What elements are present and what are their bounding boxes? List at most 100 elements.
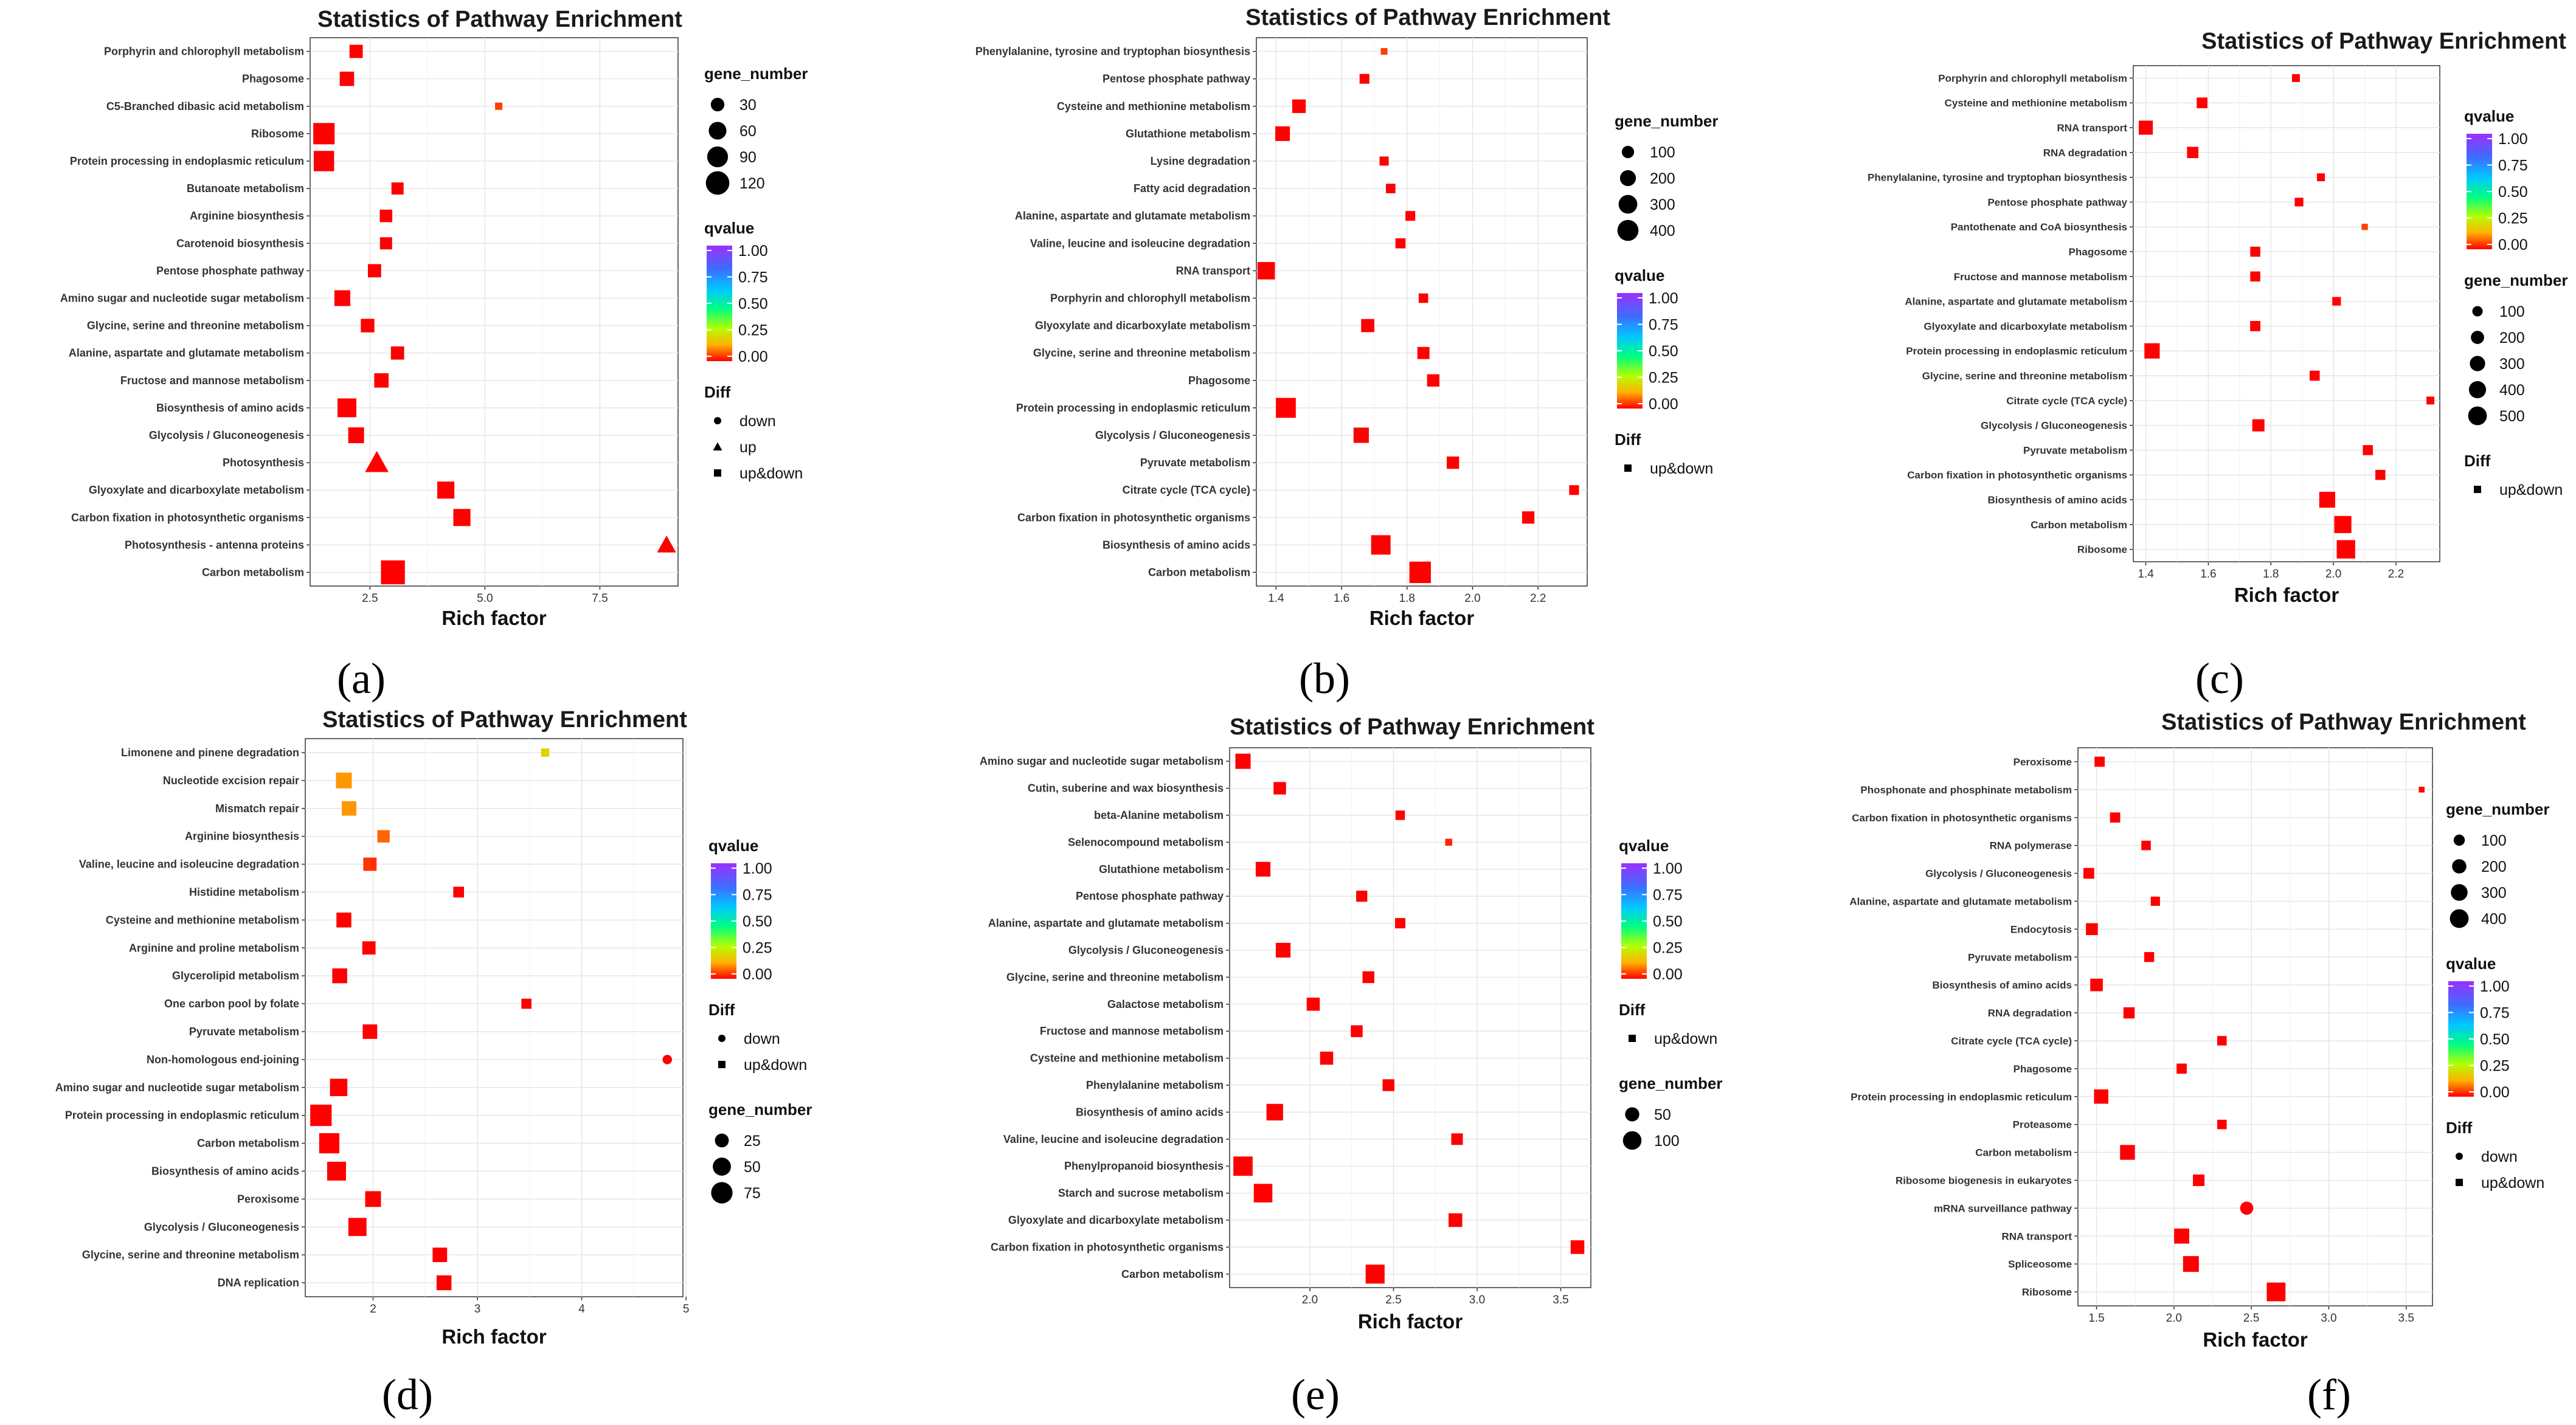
y-tick-label: Arginine and proline metabolism (129, 942, 299, 954)
data-point (2120, 1145, 2135, 1160)
legend-diff-label: down (2481, 1148, 2518, 1165)
data-point (1395, 918, 1405, 929)
x-tick-label: 3.0 (1469, 1294, 1485, 1306)
colorbar-label: 1.00 (1653, 860, 1683, 877)
data-point (1365, 1265, 1385, 1284)
data-point (362, 941, 376, 955)
data-point (334, 290, 350, 306)
y-tick-label: Glycine, serine and threonine metabolism (82, 1249, 299, 1261)
legend-size-label: 200 (1650, 170, 1675, 187)
data-point (1418, 293, 1428, 303)
y-tick-label: Carbon metabolism (202, 566, 304, 578)
legend-size-label: 75 (744, 1185, 761, 1202)
colorbar-label: 0.50 (2498, 184, 2528, 201)
data-point (367, 264, 381, 278)
legend-diff-label: down (744, 1030, 780, 1047)
y-tick-label: Phenylalanine metabolism (1086, 1079, 1224, 1091)
data-point (2252, 419, 2265, 432)
data-point (2123, 1007, 2135, 1019)
legend-size-label: 300 (2481, 885, 2507, 902)
data-point (2183, 1256, 2199, 1272)
y-tick-label: Glycine, serine and threonine metabolism (1922, 370, 2127, 382)
data-point (390, 346, 404, 360)
colorbar-label: 0.50 (2480, 1031, 2510, 1048)
y-tick-label: Glycolysis / Gluconeogenesis (1925, 868, 2072, 880)
y-tick-label: Phosphonate and phosphinate metabolism (1860, 784, 2072, 796)
colorbar-label: 1.00 (743, 860, 772, 877)
y-tick-label: Protein processing in endoplasmic reticu… (65, 1109, 299, 1122)
y-tick-label: Non-homologous end-joining (147, 1054, 299, 1066)
y-tick-label: Alanine, aspartate and glutamate metabol… (1015, 210, 1250, 222)
legend-diff-label: up&down (744, 1057, 807, 1074)
legend-diff-title: Diff (704, 383, 731, 401)
legend-diff-marker (713, 442, 722, 450)
data-point (2144, 952, 2155, 962)
x-tick-label: 2 (370, 1303, 376, 1316)
data-point (379, 237, 392, 250)
y-tick-label: Carbon metabolism (2031, 519, 2127, 531)
data-point (495, 102, 503, 110)
plot-area (1229, 747, 1591, 1288)
data-point (349, 44, 363, 58)
data-point (332, 968, 347, 984)
chart-panel-3: 1.4 1.6 1.8 2.0 2.2 Porphyrin and chlorophyll… (1868, 29, 2567, 703)
colorbar-label: 0.75 (738, 269, 768, 286)
data-point (1275, 942, 1291, 958)
plot-area (305, 738, 684, 1297)
legend-diff-title: Diff (1615, 430, 1641, 449)
y-tick-label: Pentose phosphate pathway (156, 264, 304, 277)
y-tick-label: Starch and sucrose metabolism (1058, 1187, 1224, 1199)
data-point (1570, 1240, 1585, 1254)
legend-size-label: 25 (744, 1133, 761, 1150)
colorbar-label: 0.75 (2498, 157, 2528, 174)
y-tick-label: Peroxisome (2013, 756, 2072, 768)
legend-size-marker (2450, 909, 2469, 928)
data-point (2418, 787, 2425, 793)
colorbar-label: 1.00 (2498, 131, 2528, 148)
legend-size-marker (2451, 884, 2468, 901)
x-tick-label: 7.5 (592, 592, 608, 605)
data-point (379, 209, 393, 223)
colorbar-label: 0.75 (1653, 887, 1683, 904)
data-point (1380, 48, 1388, 55)
x-tick-label: 2.2 (2388, 568, 2404, 581)
legend-diff-title: Diff (1619, 1001, 1646, 1019)
data-point (1233, 1156, 1253, 1176)
data-point (2094, 756, 2105, 767)
data-point (1386, 184, 1396, 193)
legend-diff-marker (718, 1061, 725, 1068)
legend-qvalue-title: qvalue (704, 219, 754, 237)
data-point (2334, 516, 2352, 533)
legend-diff-label: up&down (739, 465, 803, 482)
data-point (313, 151, 334, 171)
data-point (2110, 812, 2121, 823)
x-tick-label: 4 (578, 1303, 585, 1316)
y-tick-label: RNA transport (2001, 1230, 2072, 1242)
chart-panel-4: 2 3 4 5 Limonene and pinene degradation Nucle… (55, 707, 812, 1419)
x-tick-label: 1.8 (1399, 592, 1415, 605)
data-point (1451, 1133, 1463, 1145)
data-point (348, 1218, 367, 1237)
data-point (453, 886, 465, 898)
y-tick-label: RNA degradation (1988, 1007, 2072, 1019)
data-point (313, 123, 335, 145)
legend-size-label: 50 (1654, 1106, 1671, 1123)
y-tick-label: Glycerolipid metabolism (172, 970, 299, 982)
legend-diff-label: up&down (2499, 481, 2563, 499)
data-point (1447, 456, 1459, 469)
y-tick-label: Fructose and mannose metabolism (1954, 271, 2127, 283)
data-point (1306, 998, 1320, 1011)
y-tick-label: Alanine, aspartate and glutamate metabol… (1849, 895, 2072, 907)
data-point (432, 1247, 448, 1263)
y-tick-label: Pyruvate metabolism (189, 1026, 299, 1038)
y-tick-label: Fructose and mannose metabolism (1040, 1025, 1224, 1037)
y-tick-label: Pentose phosphate pathway (1987, 196, 2127, 208)
data-point (362, 1024, 378, 1039)
legend-size-marker (1621, 145, 1635, 159)
y-tick-label: Carotenoid biosynthesis (176, 237, 304, 249)
x-tick-label: 1.4 (1268, 592, 1284, 605)
colorbar-label: 0.25 (2498, 210, 2528, 227)
x-tick-label: 1.5 (2088, 1312, 2104, 1325)
data-point (1449, 1213, 1463, 1227)
